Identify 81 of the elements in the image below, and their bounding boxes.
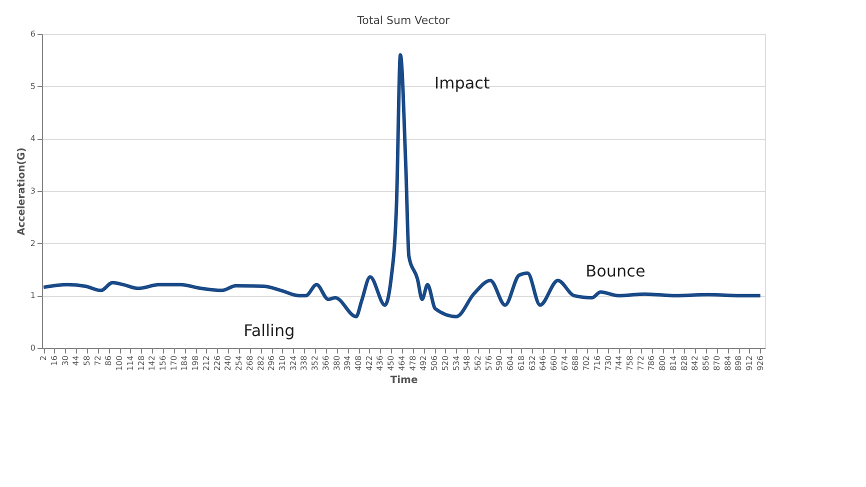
x-tick-label: 576 [484,356,494,371]
y-tick-label: 2 [30,238,36,248]
x-tick-label: 562 [473,356,482,371]
x-tick-label: 170 [169,356,178,371]
x-tick-label: 240 [224,356,233,371]
x-axis-title: Time [390,374,418,386]
annotation: Bounce [586,262,646,281]
x-tick-label: 520 [440,356,450,371]
x-tick-label: 128 [136,356,146,371]
y-tick-label: 0 [30,344,36,352]
x-tick-label: 758 [626,356,635,371]
x-tick-label: 534 [452,356,461,371]
x-tick-label: 814 [668,356,678,371]
x-tick-label: 156 [158,356,168,371]
x-tick-label: 506 [430,356,440,371]
x-tick-label: 618 [516,356,526,371]
x-tick-label: 408 [354,356,364,371]
x-tick-label: 884 [723,356,732,371]
x-tick-label: 786 [647,356,656,371]
x-tick-label: 142 [148,356,157,371]
y-tick-label: 6 [30,30,36,38]
x-tick-label: 660 [549,356,558,371]
x-tick-label: 184 [180,356,190,371]
x-tick-label: 604 [506,356,516,371]
x-tick-label: 870 [712,356,722,371]
x-tick-label: 926 [756,356,765,371]
x-tick-label: 702 [582,356,592,371]
y-axis-title: Acceleration(G) [16,148,28,236]
x-tick-label: 632 [528,356,537,371]
x-tick-label: 268 [245,356,254,371]
annotation: Impact [434,74,490,92]
x-tick-label: 282 [256,356,266,371]
x-tick-label: 730 [604,356,613,371]
x-tick-label: 2 [39,356,48,361]
x-tick-label: 366 [321,356,330,371]
line-series [42,53,762,318]
x-tick-label: 590 [495,356,504,371]
x-tick-label: 226 [212,356,222,371]
x-tick-label: 548 [462,356,472,371]
x-tick-label: 72 [93,356,102,366]
x-tick-label: 324 [288,356,298,371]
x-tick-label: 86 [104,356,114,366]
x-tick-label: 44 [72,356,81,366]
y-tick-label: 1 [30,291,36,300]
annotation: Falling [244,321,295,340]
x-tick-label: 492 [419,356,428,371]
y-tick-label: 3 [30,186,36,196]
x-tick-label: 898 [734,356,744,371]
x-tick-label: 352 [310,356,320,371]
x-tick-label: 464 [397,356,406,371]
x-tick-label: 296 [267,356,276,371]
x-tick-label: 800 [658,356,668,371]
x-tick-label: 842 [690,356,700,371]
x-tick-label: 688 [571,356,580,371]
x-tick-label: 338 [300,356,309,371]
x-tick-label: 716 [592,356,602,371]
x-tick-label: 646 [538,356,548,371]
x-tick-label: 30 [60,356,70,366]
x-tick-label: 912 [744,356,754,371]
x-tick-label: 380 [332,356,342,371]
x-tick-label: 674 [560,356,570,371]
x-tick-label: 100 [115,356,124,371]
x-tick-label: 436 [376,356,385,371]
x-tick-label: 450 [386,356,396,371]
x-tick-label: 16 [50,356,59,366]
x-tick-label: 744 [614,356,624,371]
x-tick-label: 828 [680,356,689,371]
x-tick-label: 478 [408,356,418,371]
y-tick-label: 4 [30,134,36,144]
x-tick-label: 58 [82,356,92,366]
x-tick-label: 114 [126,356,135,371]
x-tick-label: 212 [202,356,211,371]
y-tick-label: 5 [30,82,36,91]
x-tick-label: 422 [364,356,374,371]
x-tick-label: 310 [278,356,287,371]
x-tick-label: 198 [191,356,200,371]
chart-title: Total Sum Vector [356,14,450,27]
x-tick-label: 856 [702,356,711,371]
x-tick-label: 772 [636,356,646,371]
x-tick-label: 394 [343,356,352,371]
x-tick-label: 254 [234,356,244,371]
